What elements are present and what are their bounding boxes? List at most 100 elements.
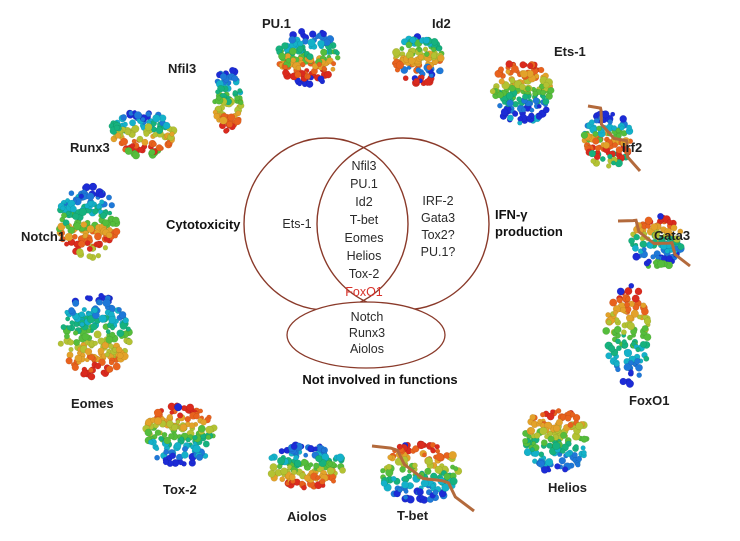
atom [580, 131, 589, 139]
atom [564, 415, 572, 422]
atom [295, 65, 302, 71]
atom [317, 75, 325, 83]
atom [153, 416, 162, 425]
atom [627, 334, 633, 341]
atom [152, 131, 159, 138]
atom [326, 466, 335, 475]
atom [628, 237, 635, 245]
atom [74, 354, 83, 363]
atom [98, 314, 107, 323]
atom [422, 452, 427, 458]
atom [605, 352, 613, 360]
atom [79, 321, 85, 327]
atom [645, 258, 652, 265]
atom [69, 205, 77, 213]
atom [619, 306, 627, 314]
atom [101, 341, 109, 349]
pu1-label: PU.1 [262, 16, 291, 31]
atom [219, 116, 228, 125]
atom [650, 223, 658, 231]
atom [506, 99, 514, 107]
atom [500, 108, 509, 116]
atom [227, 113, 236, 122]
atom [387, 454, 393, 461]
atom [86, 253, 93, 260]
atom [152, 114, 161, 123]
atom [309, 30, 317, 38]
atom [558, 457, 566, 465]
atom [65, 224, 71, 230]
atom [626, 322, 636, 331]
atom [422, 46, 429, 52]
atom [677, 228, 684, 235]
atom [672, 235, 681, 243]
atom [606, 163, 612, 169]
atom [307, 38, 316, 47]
atom [66, 325, 72, 331]
cytotoxicity-label: Cytotoxicity [166, 217, 241, 232]
atom [546, 442, 553, 449]
atom [535, 113, 543, 120]
atom [434, 465, 443, 474]
atom [406, 473, 413, 480]
atom [97, 299, 104, 306]
atom [282, 64, 289, 70]
atom [552, 441, 561, 451]
atom [436, 67, 444, 75]
atom [124, 128, 132, 136]
atom [545, 458, 554, 467]
atom [116, 329, 125, 338]
atom [102, 219, 110, 227]
atom [238, 100, 244, 106]
atom [285, 57, 292, 64]
atom [402, 75, 409, 82]
atom [612, 310, 618, 316]
atom [234, 95, 240, 101]
atom [102, 245, 109, 251]
atom [81, 332, 90, 341]
atom [489, 88, 496, 95]
atom [607, 344, 616, 353]
tbet-dna [371, 444, 475, 513]
atom [118, 310, 127, 319]
atom [161, 431, 168, 438]
atom [512, 110, 519, 117]
atom [267, 469, 276, 478]
atom [102, 298, 111, 308]
atom [553, 424, 561, 433]
atom [213, 113, 220, 120]
atom [430, 52, 438, 59]
atom [529, 107, 535, 113]
atom [623, 348, 633, 358]
atom [546, 412, 555, 421]
atom [120, 137, 129, 146]
both-item: Helios [347, 249, 382, 263]
atom [621, 339, 627, 345]
atom [281, 42, 289, 50]
atom [84, 240, 91, 246]
atom [523, 448, 532, 456]
atom [621, 329, 627, 336]
atom [179, 423, 188, 432]
atom [104, 352, 110, 358]
nfil3-structure [212, 66, 245, 134]
atom [509, 77, 516, 84]
both-item-highlight: FoxO1 [345, 285, 383, 299]
atom [412, 445, 420, 453]
atom [122, 317, 130, 324]
atom [449, 477, 458, 486]
atom [561, 466, 569, 473]
atom [237, 88, 243, 94]
atom [297, 81, 303, 87]
atom [109, 221, 116, 227]
atom [406, 495, 415, 504]
atom [115, 346, 123, 354]
atom [88, 182, 98, 191]
gata3-structure [628, 212, 685, 270]
atom [432, 489, 439, 496]
cytotoxicity-circle [243, 137, 409, 311]
atom [289, 47, 297, 56]
atom [78, 311, 85, 318]
right-only-item: Tox2? [421, 228, 454, 242]
atom [277, 456, 286, 465]
